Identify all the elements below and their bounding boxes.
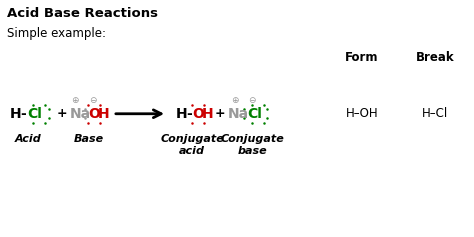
Text: -: - bbox=[186, 107, 192, 121]
Text: H: H bbox=[202, 107, 214, 121]
Text: Conjugate
acid: Conjugate acid bbox=[160, 134, 224, 156]
Text: Acid Base Reactions: Acid Base Reactions bbox=[7, 7, 158, 20]
Text: ⊕: ⊕ bbox=[71, 96, 79, 105]
Text: H: H bbox=[98, 107, 109, 121]
Text: Base: Base bbox=[74, 134, 104, 144]
Text: Na: Na bbox=[228, 107, 249, 121]
Text: H–Cl: H–Cl bbox=[422, 107, 448, 120]
Text: Cl: Cl bbox=[247, 107, 262, 121]
Text: Cl: Cl bbox=[27, 107, 42, 121]
Text: Acid: Acid bbox=[15, 134, 42, 144]
Text: O: O bbox=[88, 107, 100, 121]
Text: Simple example:: Simple example: bbox=[7, 27, 106, 40]
Text: ⊖: ⊖ bbox=[248, 96, 256, 105]
Text: +: + bbox=[57, 107, 68, 120]
Text: H: H bbox=[176, 107, 188, 121]
Text: Form: Form bbox=[345, 51, 379, 64]
Text: H: H bbox=[10, 107, 22, 121]
Text: -: - bbox=[20, 107, 26, 121]
Text: H–OH: H–OH bbox=[346, 107, 378, 120]
Text: O: O bbox=[192, 107, 204, 121]
Text: ⊕: ⊕ bbox=[231, 96, 239, 105]
Text: Na: Na bbox=[70, 107, 91, 121]
Text: +: + bbox=[215, 107, 226, 120]
Text: ⊖: ⊖ bbox=[89, 96, 97, 105]
Text: Conjugate
base: Conjugate base bbox=[220, 134, 284, 156]
Text: Break: Break bbox=[416, 51, 454, 64]
